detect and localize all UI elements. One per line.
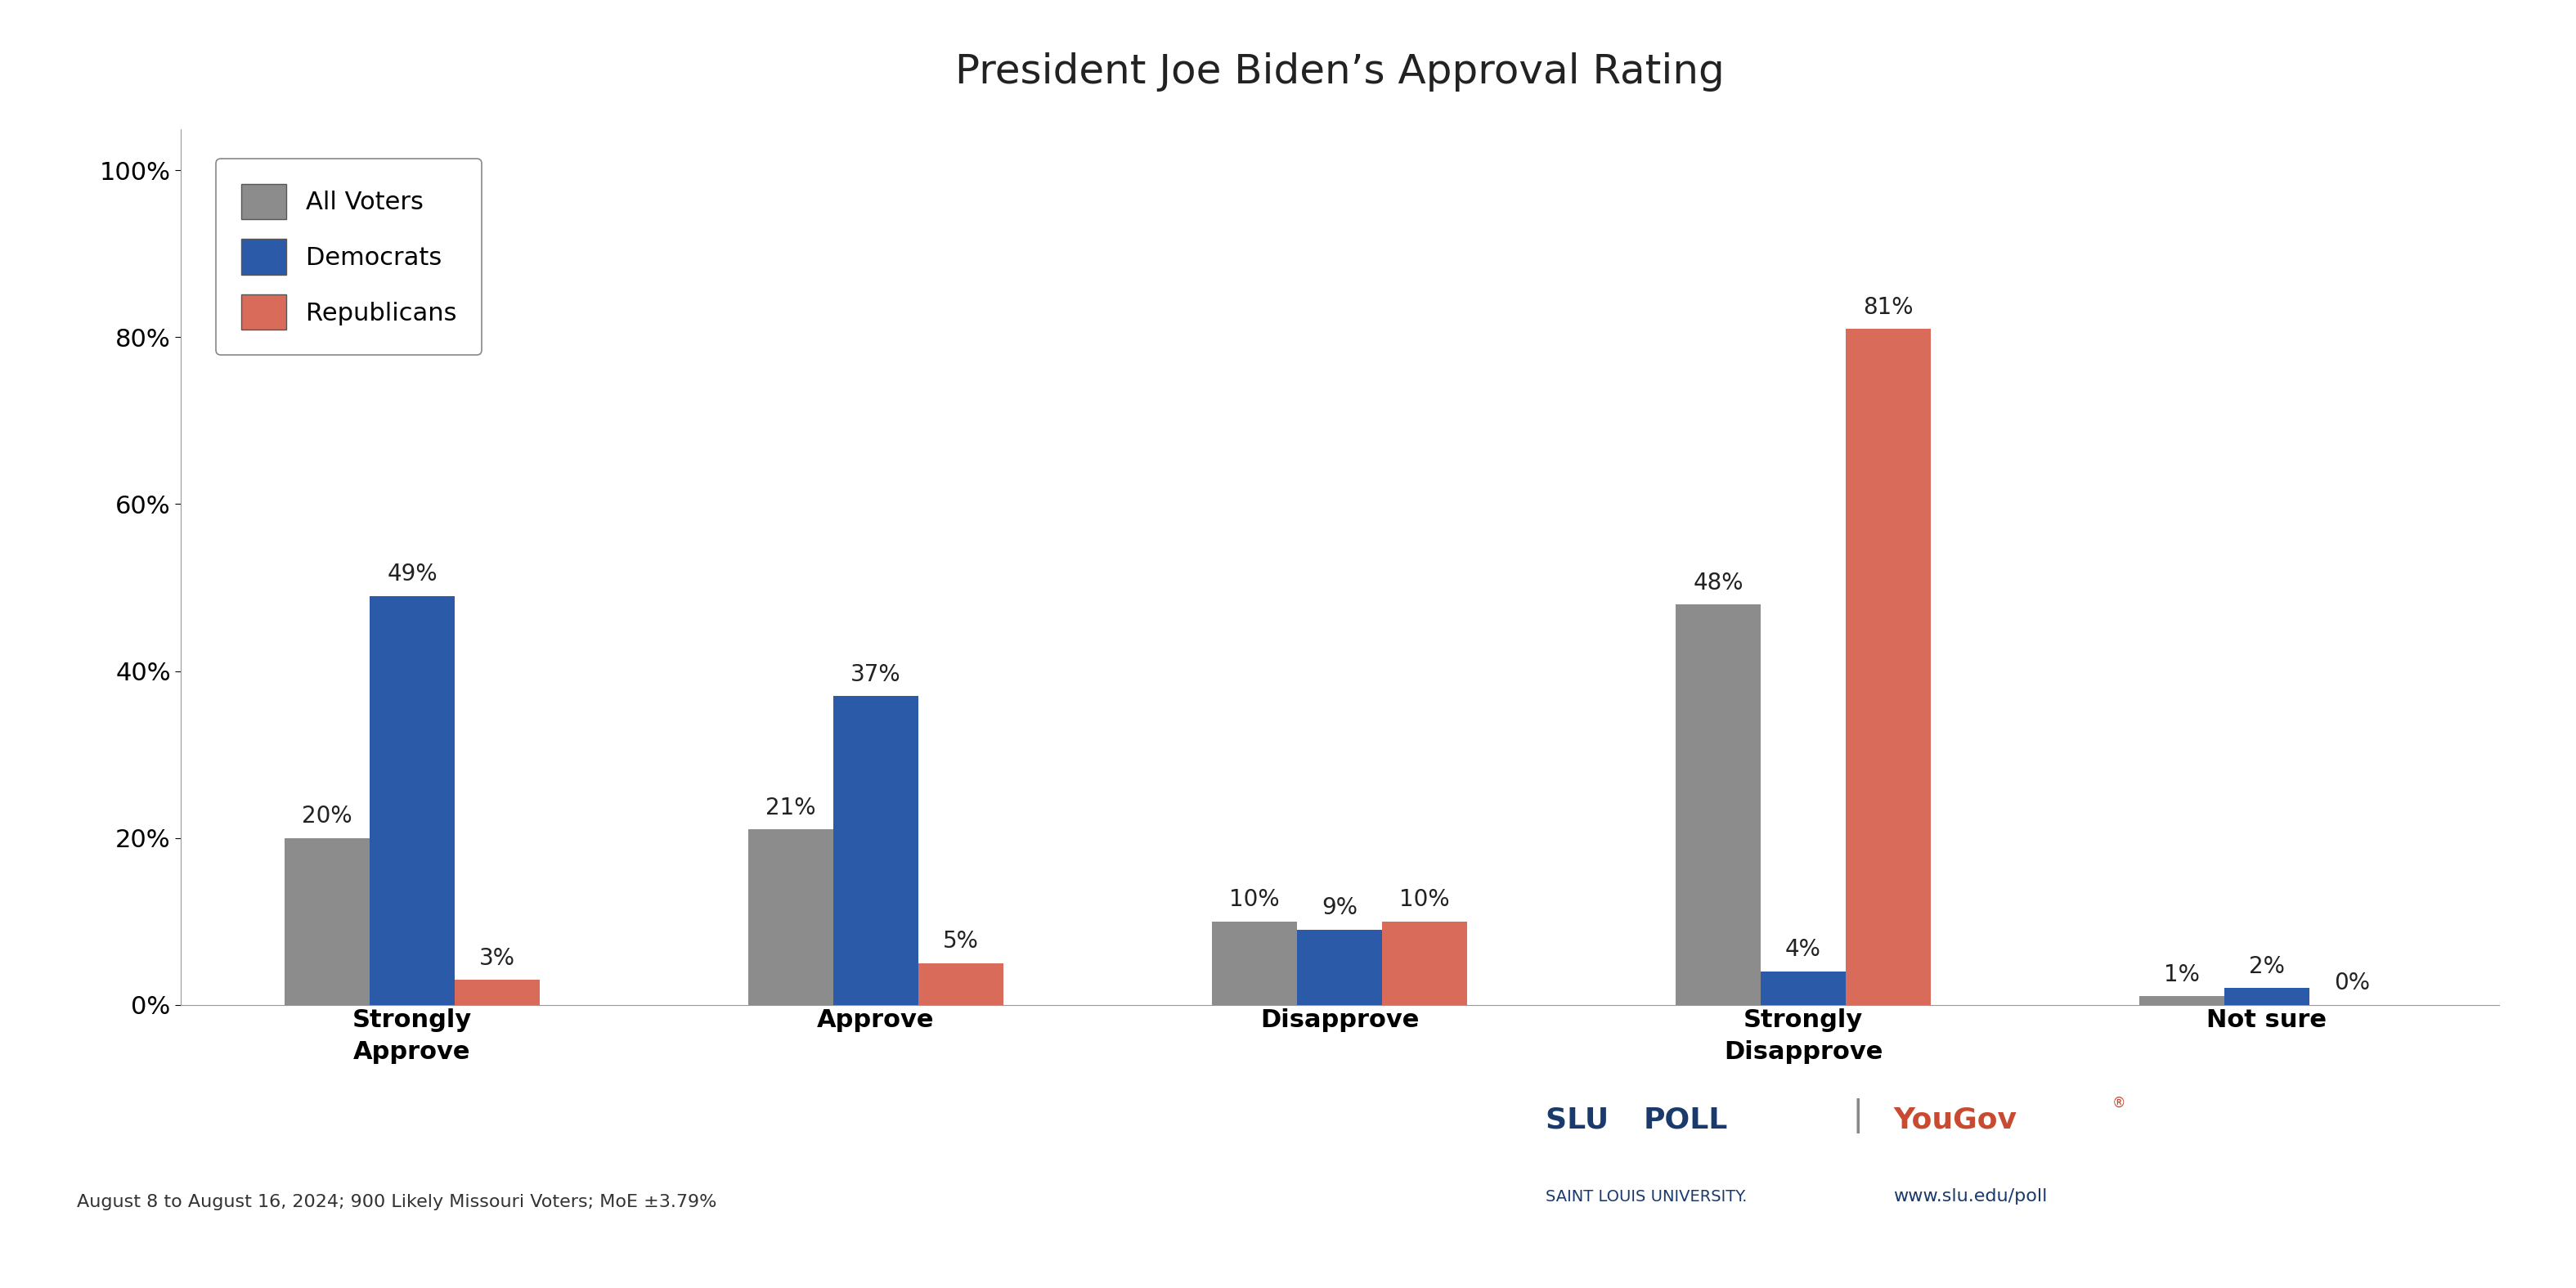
Bar <box>283 837 371 1005</box>
Text: 10%: 10% <box>1399 889 1450 911</box>
Bar <box>1847 328 1932 1005</box>
Text: 49%: 49% <box>386 563 438 586</box>
Text: 9%: 9% <box>1321 896 1358 920</box>
Text: 0%: 0% <box>2334 971 2370 994</box>
Text: ®: ® <box>2112 1096 2125 1110</box>
Text: 3%: 3% <box>479 947 515 970</box>
Bar <box>1213 921 1298 1005</box>
Text: 2%: 2% <box>2249 954 2285 978</box>
Text: POLL: POLL <box>1643 1105 1728 1133</box>
Text: 1%: 1% <box>2164 963 2200 987</box>
Text: 21%: 21% <box>765 796 817 819</box>
Text: SAINT LOUIS UNIVERSITY.: SAINT LOUIS UNIVERSITY. <box>1546 1189 1747 1204</box>
Text: www.slu.edu/poll: www.slu.edu/poll <box>1893 1188 2048 1204</box>
Title: President Joe Biden’s Approval Rating: President Joe Biden’s Approval Rating <box>956 53 1723 91</box>
Text: August 8 to August 16, 2024; 900 Likely Missouri Voters; MoE ±3.79%: August 8 to August 16, 2024; 900 Likely … <box>77 1194 716 1211</box>
Bar <box>2226 988 2308 1005</box>
Text: 37%: 37% <box>850 663 902 687</box>
Text: 5%: 5% <box>943 930 979 953</box>
Text: YouGov: YouGov <box>1893 1105 2017 1133</box>
Bar <box>1298 930 1383 1005</box>
Bar <box>2141 997 2226 1005</box>
Text: 81%: 81% <box>1862 296 1914 319</box>
Text: 48%: 48% <box>1692 572 1744 594</box>
Text: 10%: 10% <box>1229 889 1280 911</box>
Bar <box>917 963 1005 1005</box>
Bar <box>371 596 456 1005</box>
Bar <box>1383 921 1468 1005</box>
Bar <box>1674 604 1762 1005</box>
Bar <box>456 980 541 1005</box>
Bar <box>750 829 835 1005</box>
Text: |: | <box>1842 1099 1875 1133</box>
Bar <box>835 696 917 1005</box>
Text: SLU: SLU <box>1546 1105 1620 1133</box>
Legend: All Voters, Democrats, Republicans: All Voters, Democrats, Republicans <box>216 158 482 354</box>
Bar <box>1762 971 1847 1005</box>
Text: 4%: 4% <box>1785 939 1821 961</box>
Text: 20%: 20% <box>301 805 353 828</box>
